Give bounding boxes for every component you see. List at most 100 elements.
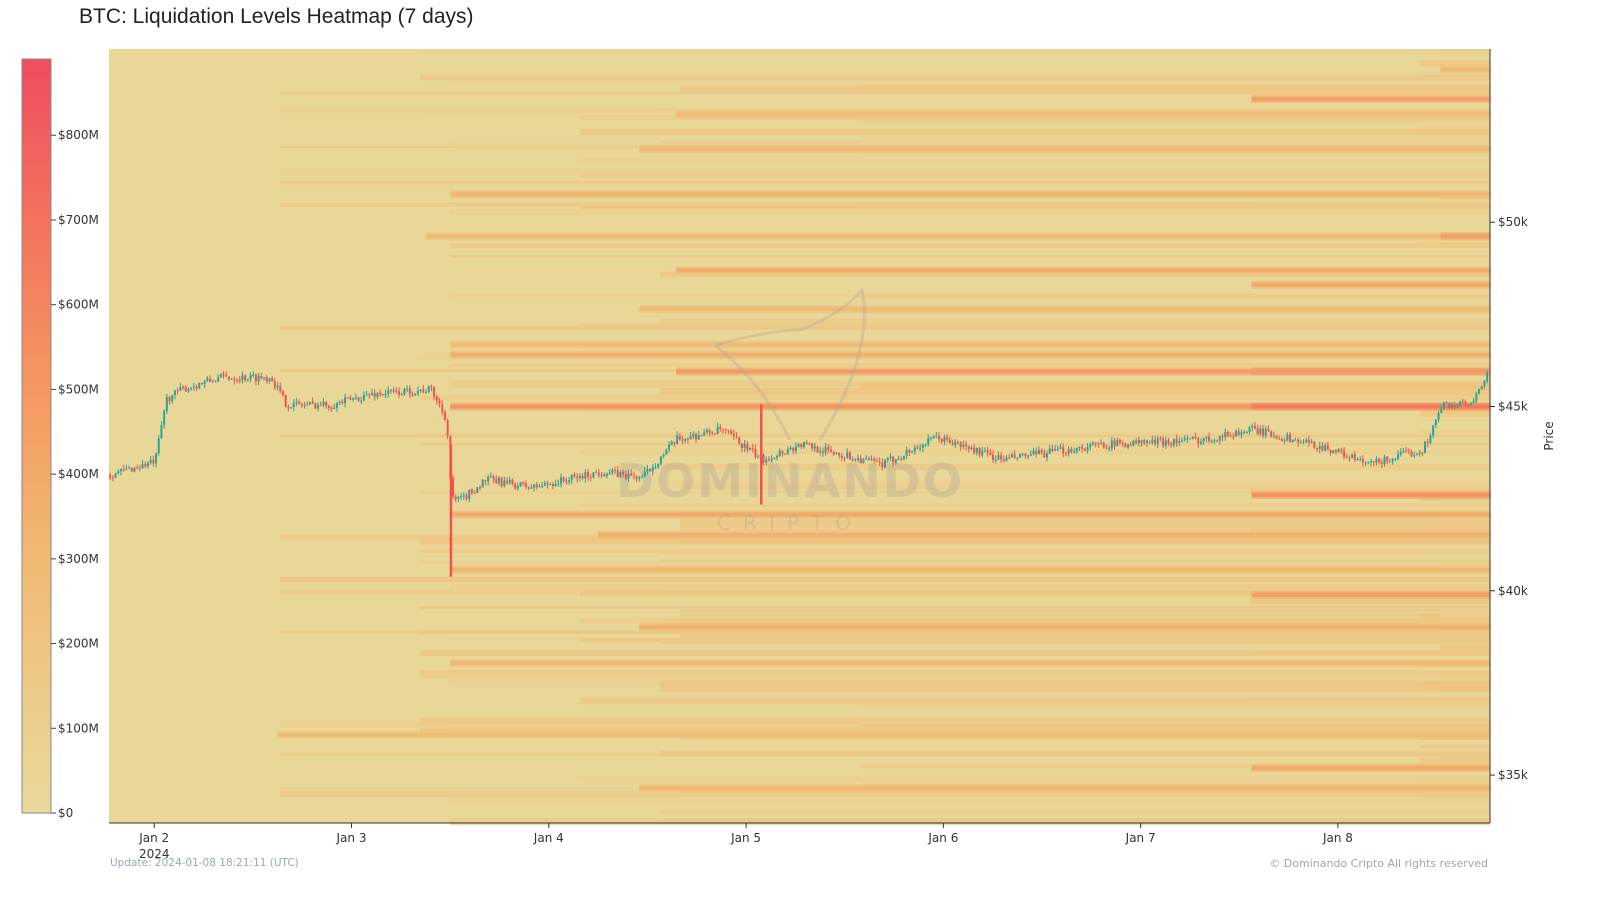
candle <box>1418 452 1421 454</box>
candle <box>1067 448 1070 454</box>
candle <box>465 495 468 499</box>
heatmap-cell <box>1420 757 1490 763</box>
candle <box>276 386 279 388</box>
candle <box>430 386 433 388</box>
candle <box>443 412 446 421</box>
heatmap-cell <box>860 763 1490 769</box>
candle <box>279 386 282 392</box>
candle <box>832 452 835 455</box>
candle <box>1253 425 1256 429</box>
heatmap-cell <box>420 537 1490 545</box>
candle <box>597 472 600 476</box>
heatmap-cell <box>420 560 1490 564</box>
candle <box>1361 458 1364 463</box>
candle <box>1226 431 1229 436</box>
candle <box>1410 451 1413 457</box>
heatmap-cell <box>660 680 1490 687</box>
heatmap-cell <box>1440 517 1490 521</box>
candle <box>1440 409 1443 413</box>
candle <box>233 378 236 381</box>
candle <box>516 486 519 489</box>
candle <box>657 463 660 467</box>
heatmap-cell <box>280 168 1490 174</box>
x-tick-year-label: 2024 <box>139 847 170 861</box>
candle <box>1199 441 1202 444</box>
heatmap-band <box>450 661 1490 666</box>
heatmap-cell <box>660 750 1490 757</box>
candle <box>851 459 854 461</box>
candle <box>824 446 827 453</box>
candle <box>935 436 938 438</box>
candle <box>209 378 212 382</box>
candle <box>192 386 195 388</box>
candle <box>454 496 457 500</box>
candle <box>970 447 973 449</box>
candle <box>1326 445 1329 450</box>
candle <box>241 375 244 381</box>
candle <box>870 458 873 460</box>
candle <box>776 455 779 458</box>
candle <box>1046 453 1049 458</box>
candle <box>751 448 754 450</box>
candle <box>322 401 325 406</box>
candle <box>252 374 255 376</box>
candle <box>1313 441 1316 448</box>
candle <box>130 467 133 472</box>
candle <box>284 394 287 407</box>
y-tick-label: $35k <box>1498 768 1528 782</box>
candle <box>1469 403 1472 405</box>
heatmap-cell <box>660 479 1490 487</box>
candle <box>176 390 179 392</box>
candle <box>1121 442 1124 444</box>
candle <box>230 378 233 380</box>
candle <box>1467 404 1470 406</box>
candle <box>1054 449 1057 451</box>
candle <box>1035 450 1038 455</box>
candle <box>400 394 403 396</box>
candle <box>859 458 862 464</box>
candle <box>438 400 441 405</box>
candle <box>1097 443 1100 445</box>
candle <box>128 467 131 469</box>
candle <box>681 439 684 441</box>
candle <box>1178 440 1181 443</box>
candle <box>808 443 811 445</box>
candle <box>649 468 652 472</box>
candle <box>379 392 382 395</box>
candle <box>395 390 398 392</box>
candle <box>268 378 271 382</box>
candle <box>1094 442 1097 444</box>
candle <box>1194 436 1197 439</box>
candle <box>1316 447 1319 450</box>
candle <box>700 434 703 436</box>
candle <box>1051 448 1054 451</box>
candle <box>1407 451 1410 453</box>
candle <box>1216 440 1219 442</box>
candle <box>929 438 932 440</box>
heatmap-band <box>676 112 1490 117</box>
candle <box>1075 447 1078 452</box>
candle <box>1286 434 1289 441</box>
heatmap-cell <box>1440 499 1490 503</box>
candle <box>109 474 112 478</box>
candle <box>1083 448 1086 451</box>
candle <box>746 443 749 450</box>
heatmap-cell <box>860 716 1490 724</box>
candle <box>719 426 722 429</box>
heatmap-cell <box>680 633 1490 639</box>
candle <box>524 483 527 488</box>
candle <box>225 375 228 377</box>
candle <box>1486 373 1489 381</box>
heatmap-cell <box>860 362 1490 365</box>
candle <box>589 477 592 479</box>
candle <box>1291 439 1294 443</box>
candle <box>360 400 363 402</box>
candle <box>546 482 549 485</box>
candle <box>1386 456 1389 462</box>
candle <box>578 475 581 478</box>
candle <box>684 438 687 441</box>
candle <box>117 471 120 474</box>
candle <box>330 407 333 409</box>
candle <box>703 432 706 436</box>
